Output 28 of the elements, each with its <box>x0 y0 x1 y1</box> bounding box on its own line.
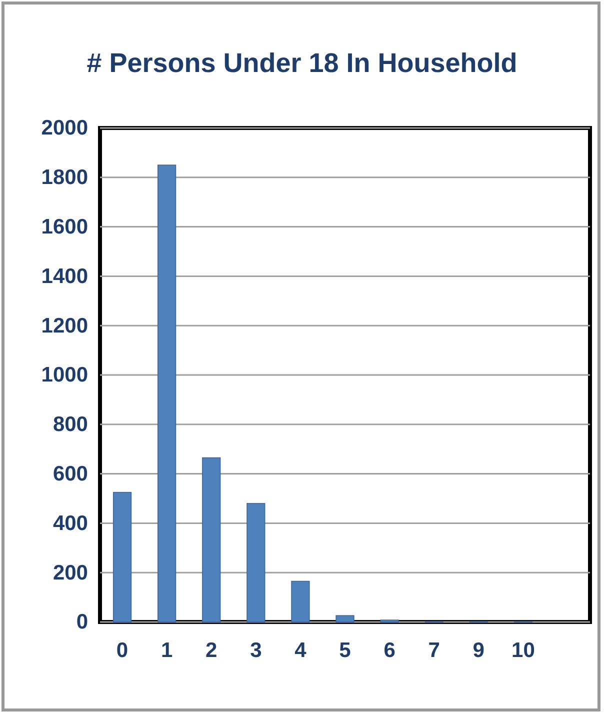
y-tick-label: 1800 <box>41 166 88 190</box>
bar <box>112 492 132 622</box>
bar <box>291 580 310 622</box>
y-tick-label: 2000 <box>41 116 88 140</box>
x-tick-label: 0 <box>116 638 128 662</box>
y-tick-label: 1600 <box>41 216 88 239</box>
bar <box>158 164 176 622</box>
x-tick-label: 1 <box>160 638 173 662</box>
x-tick-label: 7 <box>428 638 440 662</box>
y-tick-label: 1000 <box>41 364 88 387</box>
chart-title: # Persons Under 18 In Household <box>86 48 518 78</box>
y-tick-label: 600 <box>52 462 88 486</box>
x-tick-label: 2 <box>206 638 218 662</box>
x-tick-label: 4 <box>294 638 307 662</box>
y-tick-label: 400 <box>52 512 88 535</box>
bar <box>246 503 266 622</box>
y-tick-label: 800 <box>52 413 88 436</box>
y-tick-label: 200 <box>52 561 88 584</box>
bar <box>336 615 354 622</box>
x-tick-label: 9 <box>472 638 484 662</box>
x-tick-label: 3 <box>250 638 262 662</box>
bar <box>202 457 221 622</box>
y-tick-label: 0 <box>76 610 88 634</box>
y-tick-label: 1400 <box>41 264 88 288</box>
x-tick-label: 6 <box>384 638 396 662</box>
x-tick-label: 5 <box>339 638 352 662</box>
x-tick-label: 10 <box>512 638 535 662</box>
y-tick-label: 1200 <box>41 314 88 338</box>
